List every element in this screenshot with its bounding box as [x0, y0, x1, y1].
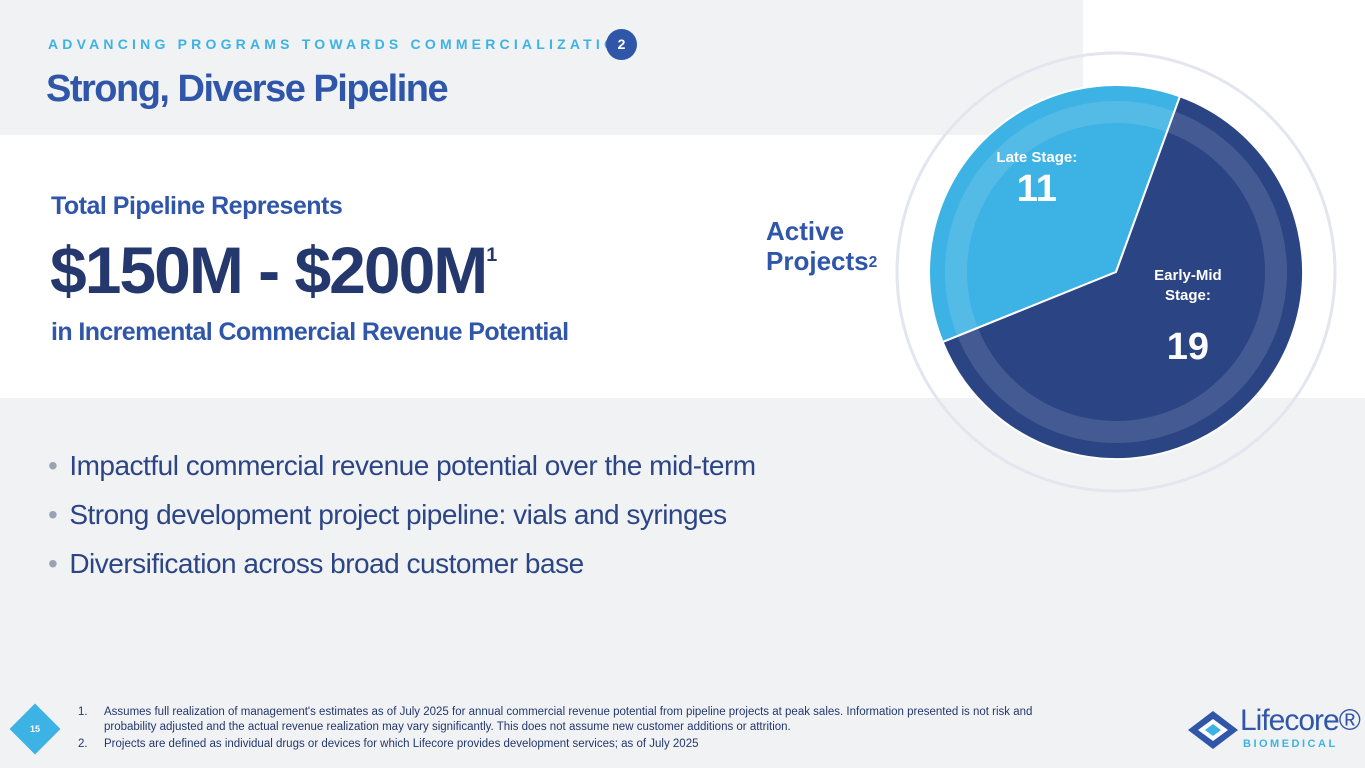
pie-chart [895, 51, 1337, 493]
footnote-ref: 2 [868, 254, 878, 271]
pie-label: Late Stage: [996, 148, 1078, 166]
highlight-intro: Total Pipeline Represents [51, 192, 343, 220]
bullet: Diversification across broad customer ba… [48, 548, 584, 580]
badge: 2 [606, 29, 637, 60]
pie-label: Early-Mid Stage: [1154, 267, 1222, 305]
footnote-number: 1. [78, 706, 88, 718]
pie-slice [941, 94, 1304, 460]
footnote-text: Projects are defined as individual drugs… [104, 738, 699, 750]
title: Strong, Diverse Pipeline [46, 68, 449, 110]
footnote: 1. Assumes full realization of management… [78, 705, 1048, 735]
highlight-band [0, 135, 1083, 398]
page-number: 15 [29, 724, 40, 734]
bullet: Impactful commercial revenue potential o… [48, 450, 756, 482]
bullet: Strong development project pipeline: via… [48, 499, 727, 531]
pie-value: 11 [1016, 167, 1057, 210]
pie-slice [928, 84, 1182, 344]
outer-ring [895, 51, 1337, 493]
header-band [0, 0, 1083, 135]
footnote: 2. Projects are defined as individual dru… [78, 737, 1048, 752]
footnote-text: Assumes full realization of management's… [104, 706, 1033, 733]
logo-tagline: BIOMEDICAL [1243, 738, 1338, 750]
pie-value: 19 [1166, 326, 1210, 369]
logo-name: Lifecore® [1240, 704, 1361, 737]
chart-title: Active Projects2 [766, 216, 886, 276]
logo-mark [1188, 711, 1238, 749]
inner-ring [945, 101, 1287, 443]
chart-title-text: Active Projects [766, 216, 869, 276]
footnote-number: 2. [78, 738, 88, 750]
highlight-amount: $150M - $200M1 [50, 232, 497, 308]
highlight-outro: in Incremental Commercial Revenue Potent… [51, 318, 569, 346]
kicker: ADVANCING PROGRAMS TOWARDS COMMERCIALIZA… [48, 36, 634, 52]
footnote-ref: 1 [486, 244, 497, 266]
amount: $150M - $200M [50, 233, 488, 307]
